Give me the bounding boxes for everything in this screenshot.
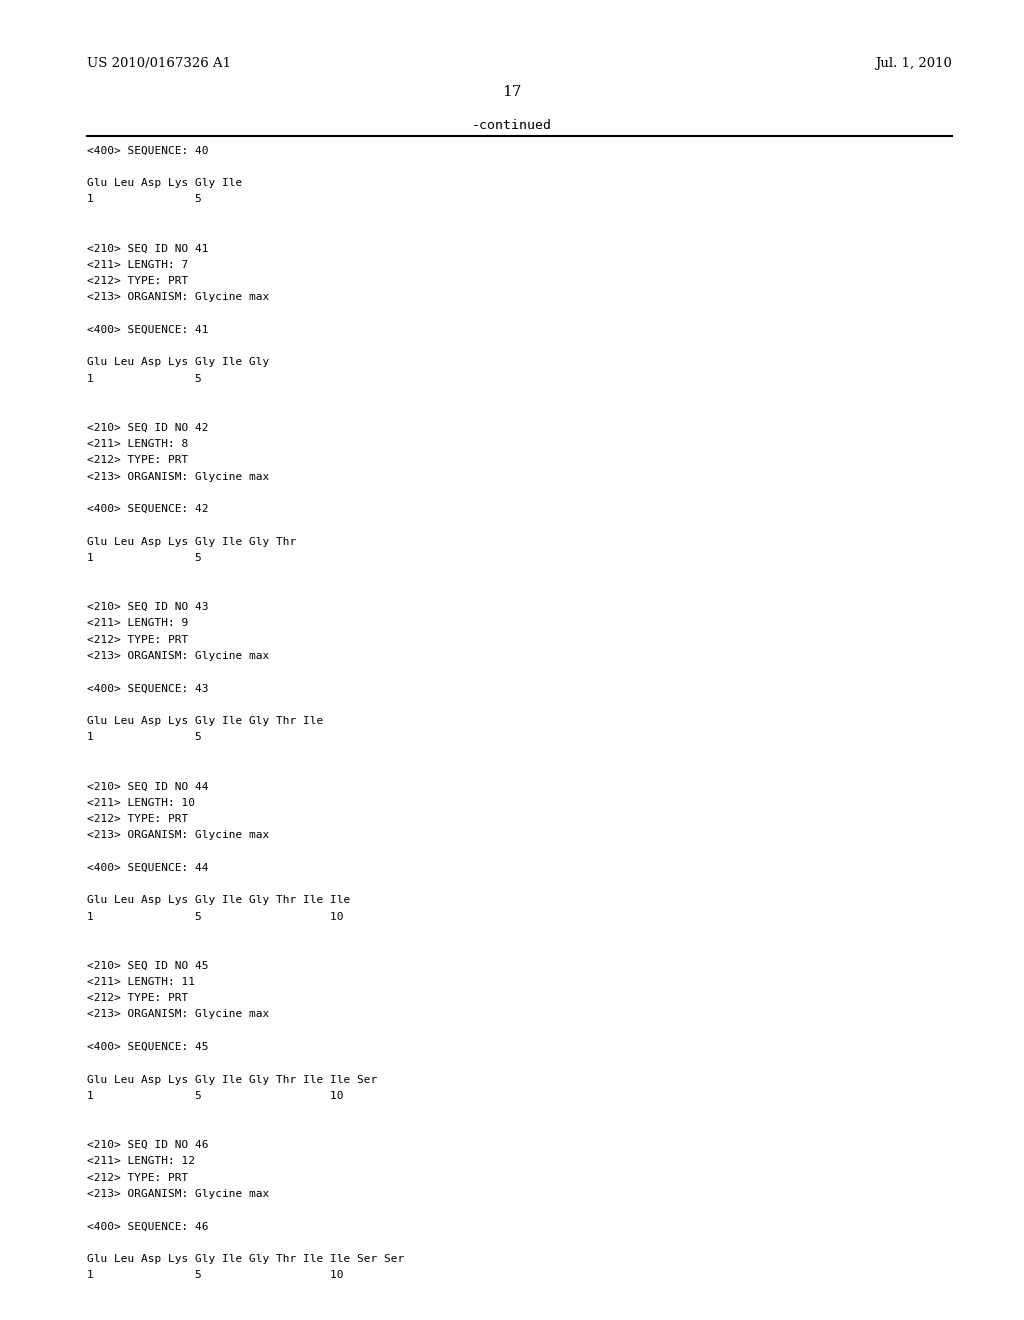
Text: <213> ORGANISM: Glycine max: <213> ORGANISM: Glycine max	[87, 471, 269, 482]
Text: <210> SEQ ID NO 43: <210> SEQ ID NO 43	[87, 602, 209, 612]
Text: <212> TYPE: PRT: <212> TYPE: PRT	[87, 276, 188, 286]
Text: <213> ORGANISM: Glycine max: <213> ORGANISM: Glycine max	[87, 651, 269, 661]
Text: <213> ORGANISM: Glycine max: <213> ORGANISM: Glycine max	[87, 1189, 269, 1199]
Text: 1               5                   10: 1 5 10	[87, 912, 343, 921]
Text: <212> TYPE: PRT: <212> TYPE: PRT	[87, 1172, 188, 1183]
Text: Glu Leu Asp Lys Gly Ile Gly Thr Ile Ile Ser Ser: Glu Leu Asp Lys Gly Ile Gly Thr Ile Ile …	[87, 1254, 404, 1265]
Text: Glu Leu Asp Lys Gly Ile Gly Thr Ile: Glu Leu Asp Lys Gly Ile Gly Thr Ile	[87, 715, 324, 726]
Text: 1               5: 1 5	[87, 374, 202, 384]
Text: <400> SEQUENCE: 41: <400> SEQUENCE: 41	[87, 325, 209, 335]
Text: <400> SEQUENCE: 42: <400> SEQUENCE: 42	[87, 504, 209, 513]
Text: Jul. 1, 2010: Jul. 1, 2010	[876, 57, 952, 70]
Text: <212> TYPE: PRT: <212> TYPE: PRT	[87, 993, 188, 1003]
Text: <211> LENGTH: 11: <211> LENGTH: 11	[87, 977, 195, 987]
Text: Glu Leu Asp Lys Gly Ile: Glu Leu Asp Lys Gly Ile	[87, 178, 243, 187]
Text: <211> LENGTH: 7: <211> LENGTH: 7	[87, 260, 188, 269]
Text: Glu Leu Asp Lys Gly Ile Gly Thr Ile Ile: Glu Leu Asp Lys Gly Ile Gly Thr Ile Ile	[87, 895, 350, 906]
Text: <210> SEQ ID NO 45: <210> SEQ ID NO 45	[87, 961, 209, 970]
Text: Glu Leu Asp Lys Gly Ile Gly: Glu Leu Asp Lys Gly Ile Gly	[87, 358, 269, 367]
Text: <213> ORGANISM: Glycine max: <213> ORGANISM: Glycine max	[87, 292, 269, 302]
Text: <400> SEQUENCE: 44: <400> SEQUENCE: 44	[87, 863, 209, 873]
Text: 17: 17	[503, 86, 521, 99]
Text: -continued: -continued	[472, 119, 552, 132]
Text: <212> TYPE: PRT: <212> TYPE: PRT	[87, 635, 188, 644]
Text: <210> SEQ ID NO 42: <210> SEQ ID NO 42	[87, 422, 209, 433]
Text: <400> SEQUENCE: 40: <400> SEQUENCE: 40	[87, 145, 209, 156]
Text: 1               5                   10: 1 5 10	[87, 1092, 343, 1101]
Text: Glu Leu Asp Lys Gly Ile Gly Thr: Glu Leu Asp Lys Gly Ile Gly Thr	[87, 537, 296, 546]
Text: 1               5: 1 5	[87, 553, 202, 564]
Text: <213> ORGANISM: Glycine max: <213> ORGANISM: Glycine max	[87, 1010, 269, 1019]
Text: <400> SEQUENCE: 43: <400> SEQUENCE: 43	[87, 684, 209, 693]
Text: <211> LENGTH: 8: <211> LENGTH: 8	[87, 440, 188, 449]
Text: <210> SEQ ID NO 41: <210> SEQ ID NO 41	[87, 243, 209, 253]
Text: Glu Leu Asp Lys Gly Ile Gly Thr Ile Ile Ser: Glu Leu Asp Lys Gly Ile Gly Thr Ile Ile …	[87, 1074, 377, 1085]
Text: <210> SEQ ID NO 46: <210> SEQ ID NO 46	[87, 1140, 209, 1150]
Text: <400> SEQUENCE: 46: <400> SEQUENCE: 46	[87, 1221, 209, 1232]
Text: <211> LENGTH: 10: <211> LENGTH: 10	[87, 797, 195, 808]
Text: <400> SEQUENCE: 45: <400> SEQUENCE: 45	[87, 1041, 209, 1052]
Text: <211> LENGTH: 9: <211> LENGTH: 9	[87, 618, 188, 628]
Text: 1               5                   10: 1 5 10	[87, 1270, 343, 1280]
Text: <211> LENGTH: 12: <211> LENGTH: 12	[87, 1156, 195, 1166]
Text: <212> TYPE: PRT: <212> TYPE: PRT	[87, 814, 188, 824]
Text: <213> ORGANISM: Glycine max: <213> ORGANISM: Glycine max	[87, 830, 269, 840]
Text: <210> SEQ ID NO 44: <210> SEQ ID NO 44	[87, 781, 209, 791]
Text: 1               5: 1 5	[87, 194, 202, 205]
Text: <212> TYPE: PRT: <212> TYPE: PRT	[87, 455, 188, 465]
Text: 1               5: 1 5	[87, 733, 202, 742]
Text: US 2010/0167326 A1: US 2010/0167326 A1	[87, 57, 231, 70]
